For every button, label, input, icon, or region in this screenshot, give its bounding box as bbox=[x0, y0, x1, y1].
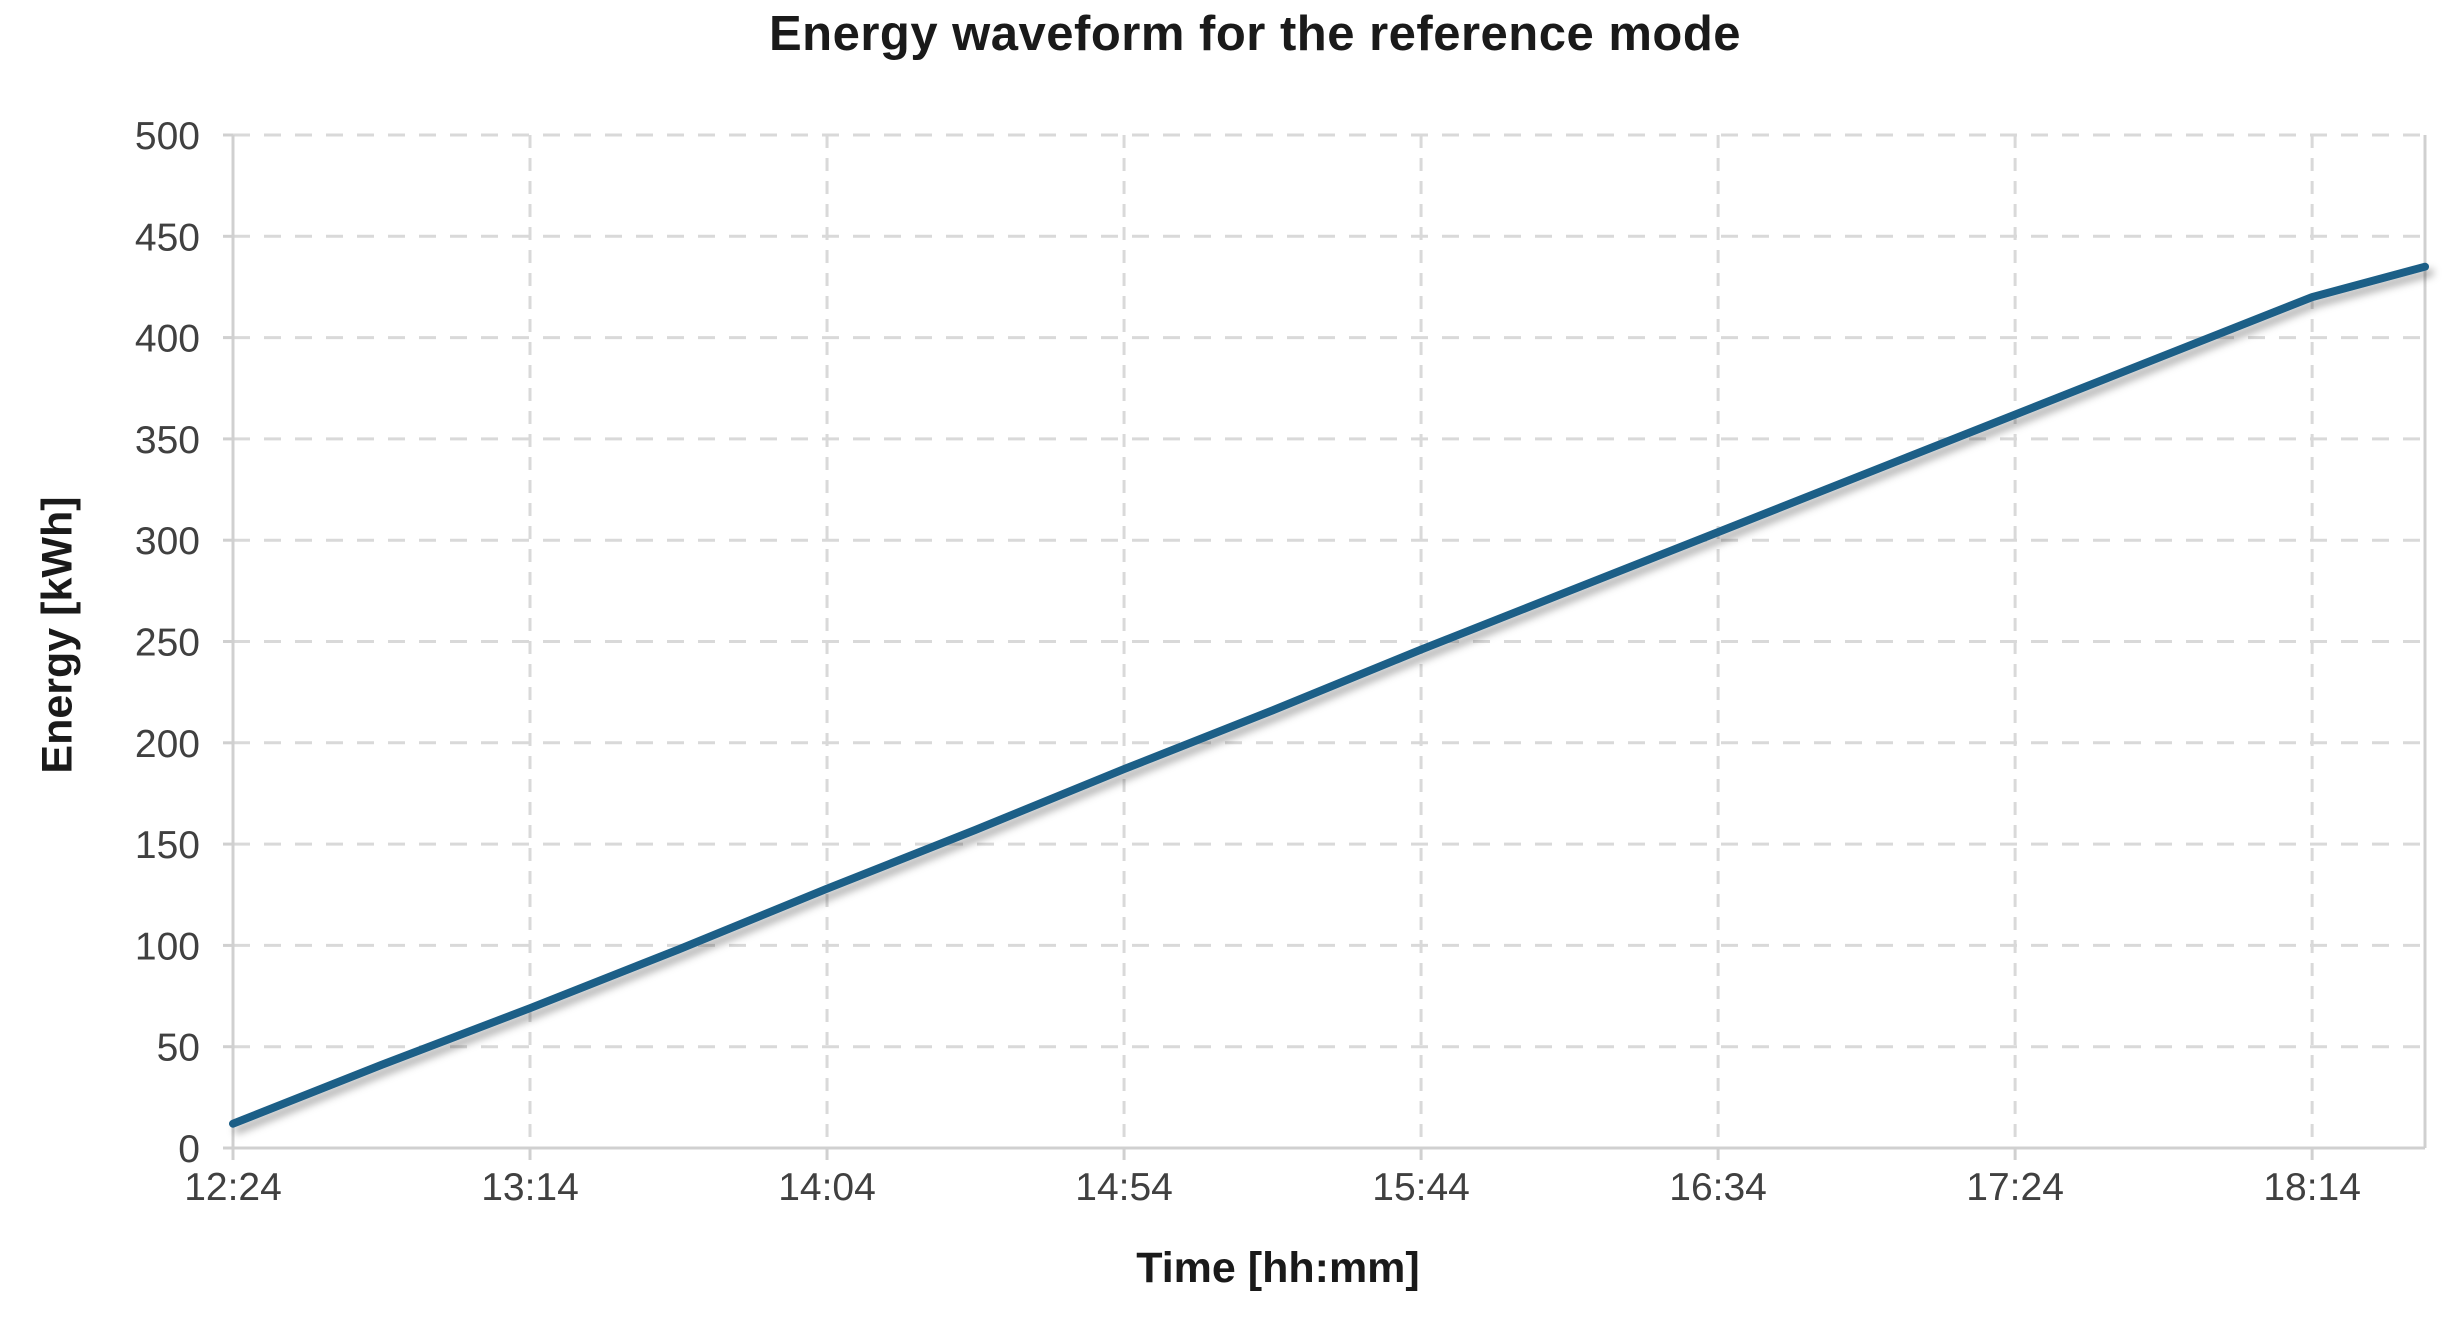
x-tick-label: 14:54 bbox=[1075, 1166, 1173, 1209]
y-tick-label: 300 bbox=[135, 520, 200, 563]
y-tick-label: 250 bbox=[135, 622, 200, 665]
y-tick-label: 200 bbox=[135, 723, 200, 766]
y-tick-label: 50 bbox=[157, 1027, 200, 1070]
x-tick-label: 17:24 bbox=[1966, 1166, 2064, 1209]
y-tick-label: 450 bbox=[135, 216, 200, 259]
x-axis-title: Time [hh:mm] bbox=[1136, 1244, 1420, 1292]
x-tick-label: 15:44 bbox=[1372, 1166, 1470, 1209]
x-tick-label: 12:24 bbox=[184, 1166, 282, 1209]
y-tick-label: 100 bbox=[135, 925, 200, 968]
x-tick-label: 18:14 bbox=[2263, 1166, 2361, 1209]
chart-title: Energy waveform for the reference mode bbox=[768, 7, 1742, 61]
series-line-energy bbox=[229, 262, 2429, 1128]
y-tick-label: 150 bbox=[135, 824, 200, 867]
x-tick-label: 13:14 bbox=[481, 1166, 579, 1209]
y-tick-label: 400 bbox=[135, 318, 200, 361]
y-tick-label: 350 bbox=[135, 419, 200, 462]
y-tick-label: 0 bbox=[178, 1128, 200, 1171]
x-tick-label: 16:34 bbox=[1669, 1166, 1767, 1209]
y-tick-label: 500 bbox=[135, 115, 200, 158]
x-tick-label: 14:04 bbox=[778, 1166, 876, 1209]
